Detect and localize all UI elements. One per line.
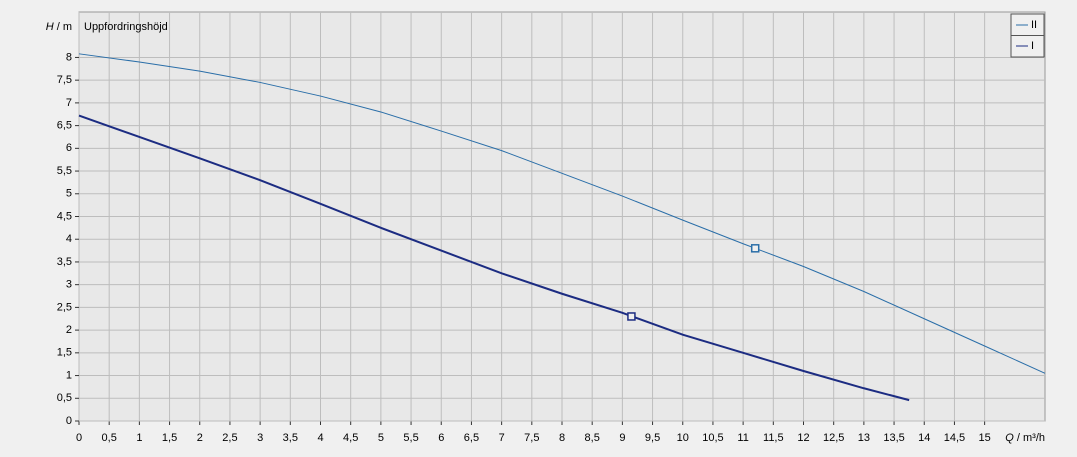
x-tick-label: 0: [76, 432, 82, 444]
y-tick-label: 1,5: [57, 347, 72, 359]
y-tick-label: 0: [66, 415, 72, 427]
y-tick-label: 0,5: [57, 392, 72, 404]
x-tick-label: 7: [499, 432, 505, 444]
series-line: [78, 53, 1046, 374]
y-tick-label: 3: [66, 279, 72, 291]
x-tick-label: 9,5: [645, 432, 660, 444]
legend-label: I: [1031, 40, 1034, 52]
y-tick-label: 3,5: [57, 256, 72, 268]
chart-title: Uppfordringshöjd: [84, 21, 168, 33]
x-tick-label: 2: [197, 432, 203, 444]
x-tick-label: 4: [317, 432, 323, 444]
x-tick-label: 12,5: [823, 432, 844, 444]
x-tick-label: 8,5: [585, 432, 600, 444]
x-tick-label: 9: [619, 432, 625, 444]
y-tick-label: 7: [66, 97, 72, 109]
x-unit: / m³/h: [1014, 432, 1045, 444]
y-tick-label: 7,5: [57, 74, 72, 86]
x-tick-label: 1,5: [162, 432, 177, 444]
y-tick-label: 6: [66, 142, 72, 154]
x-tick-label: 11: [737, 432, 748, 444]
legend-label: II: [1031, 19, 1037, 31]
x-tick-label: 3: [257, 432, 263, 444]
operating-point: [627, 312, 636, 321]
y-tick-label: 1: [66, 369, 72, 381]
grid: [75, 12, 1045, 425]
x-tick-label: 14: [918, 432, 930, 444]
x-tick-label: 3,5: [283, 432, 298, 444]
y-tick-label: 2,5: [57, 301, 72, 313]
y-symbol: H: [46, 21, 54, 33]
x-tick-label: 10,5: [702, 432, 723, 444]
y-tick-label: 5: [66, 188, 72, 200]
x-tick-label: 5: [378, 432, 384, 444]
x-tick-label: 0,5: [102, 432, 117, 444]
x-tick-label: 6: [438, 432, 444, 444]
legend: III: [1010, 13, 1045, 58]
x-axis-label: Q / m³/h: [1005, 432, 1045, 444]
x-tick-label: 6,5: [464, 432, 479, 444]
y-tick-label: 5,5: [57, 165, 72, 177]
x-tick-label: 14,5: [944, 432, 965, 444]
x-tick-label: 4,5: [343, 432, 358, 444]
x-tick-label: 13,5: [883, 432, 904, 444]
x-tick-label: 7,5: [524, 432, 539, 444]
operating-point: [750, 244, 760, 253]
y-axis-label: H / m: [46, 21, 72, 33]
y-tick-label: 8: [66, 51, 72, 63]
x-tick-label: 10: [677, 432, 689, 444]
y-unit: / m: [54, 21, 72, 33]
y-tick-label: 4,5: [57, 210, 72, 222]
lines: [78, 53, 1046, 402]
y-tick-label: 4: [66, 233, 72, 245]
x-tick-label: 11,5: [763, 432, 784, 444]
series-line: [78, 114, 910, 402]
x-tick-label: 1: [136, 432, 142, 444]
x-tick-label: 8: [559, 432, 565, 444]
x-tick-label: 5,5: [403, 432, 418, 444]
x-tick-label: 15: [979, 432, 991, 444]
y-tick-label: 6,5: [57, 120, 72, 132]
x-tick-label: 2,5: [222, 432, 237, 444]
x-symbol: Q: [1005, 432, 1014, 444]
x-tick-label: 13: [858, 432, 870, 444]
x-tick-label: 12: [797, 432, 809, 444]
y-tick-label: 2: [66, 324, 72, 336]
